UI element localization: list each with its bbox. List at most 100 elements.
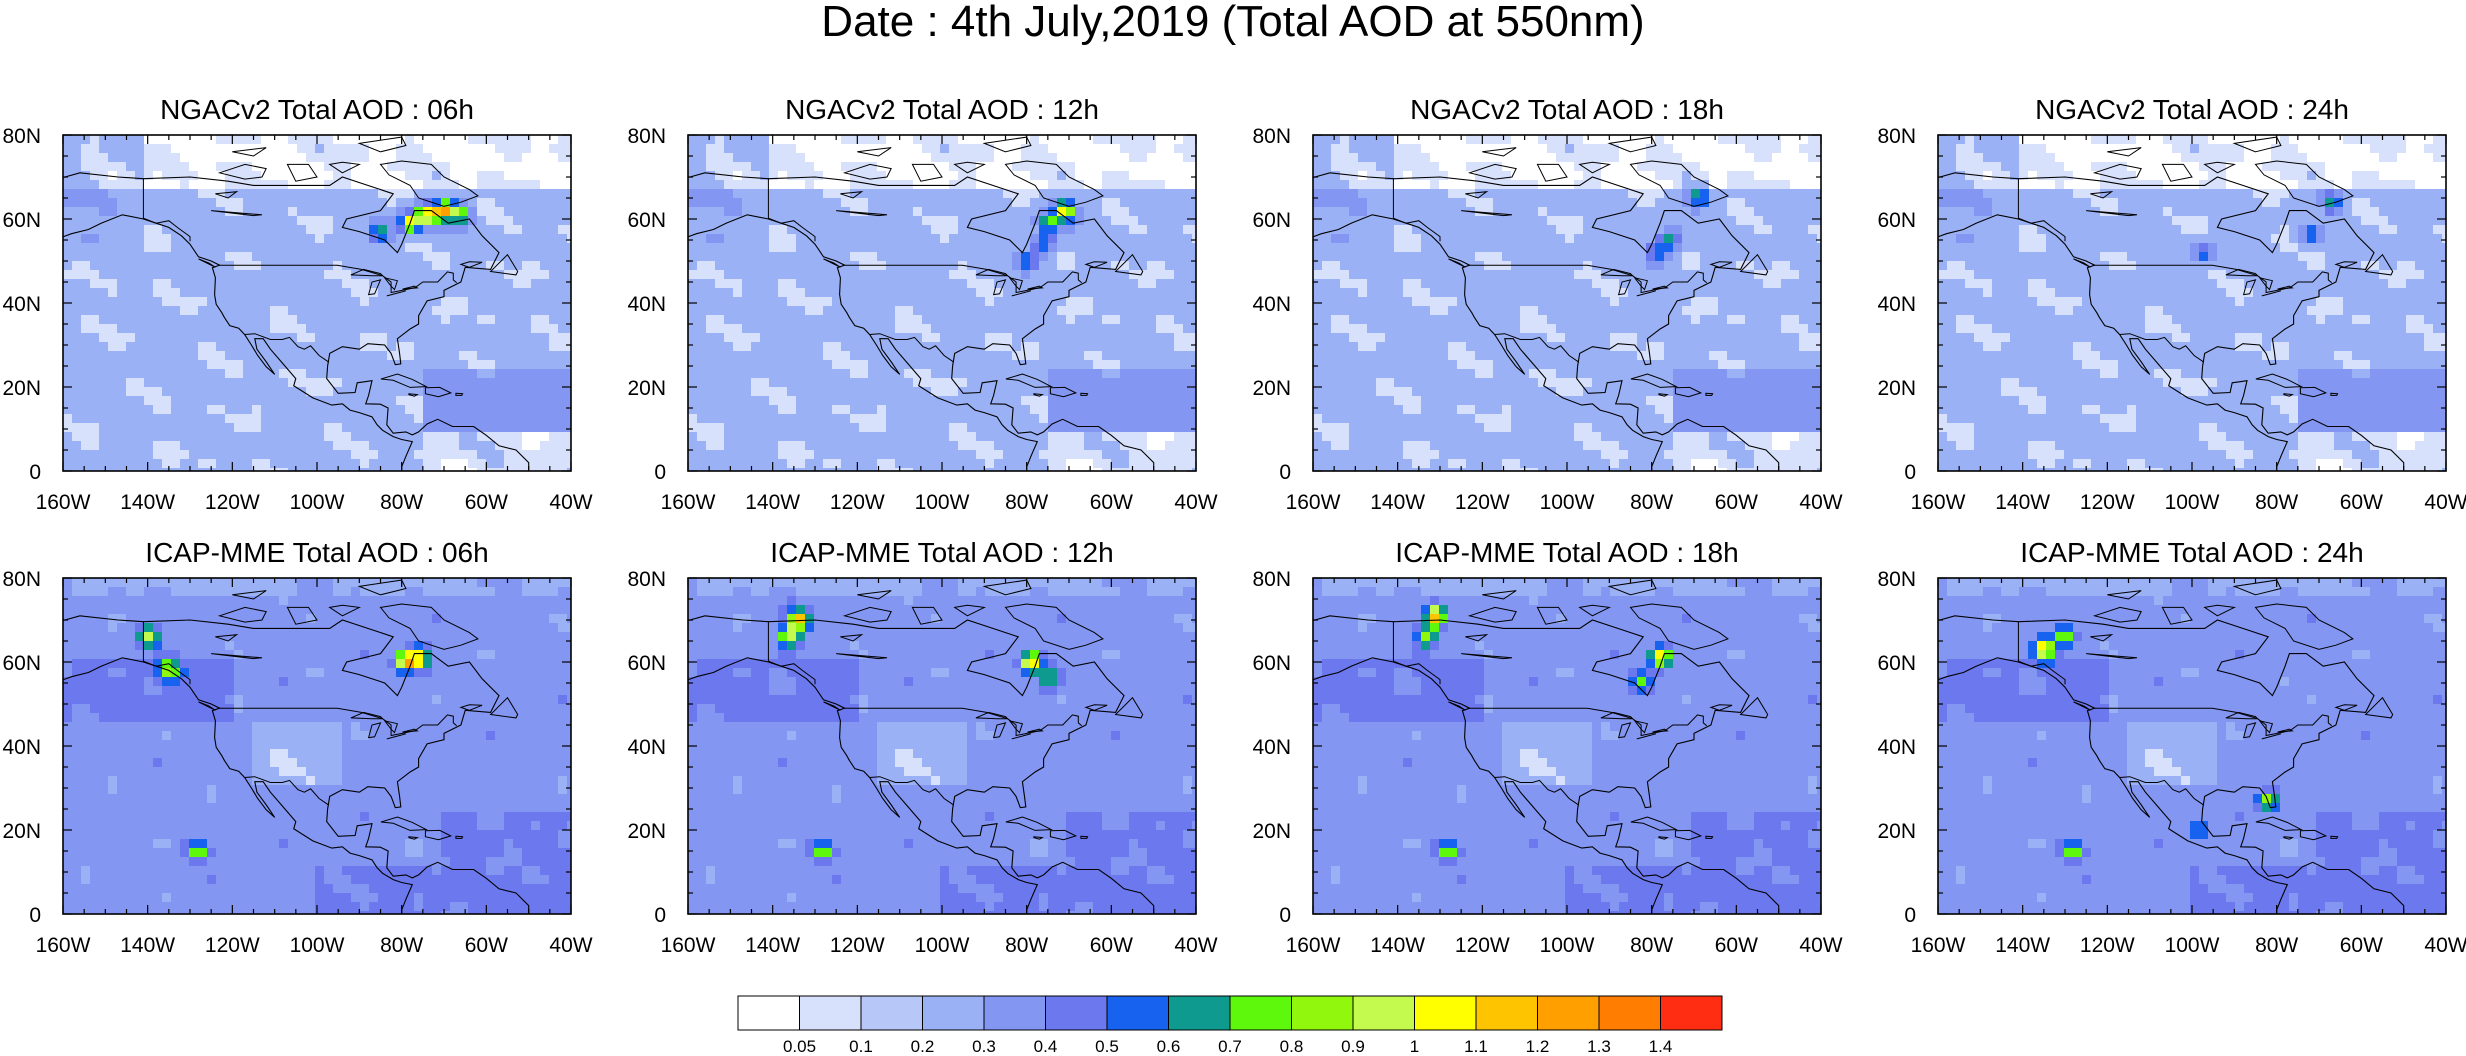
lon-tick-label: 140W [745, 934, 800, 957]
national-border [843, 707, 1083, 737]
colorbar-label: 0.3 [972, 1037, 996, 1056]
island-outline [198, 258, 216, 268]
lon-tick-label: 80W [380, 934, 423, 957]
national-border [843, 264, 1083, 294]
colorbar-swatch [1045, 995, 1108, 1031]
lake-outline [211, 210, 263, 217]
island-outline [1084, 261, 1108, 268]
colorbar-swatch [1291, 995, 1354, 1031]
island-outline [1739, 253, 1769, 276]
national-border [1392, 178, 1441, 242]
island-outline [2330, 835, 2339, 839]
lon-tick-label: 120W [1455, 491, 1510, 514]
lon-tick-label: 100W [290, 934, 345, 957]
island-outline [217, 606, 267, 623]
map-panel: 160W 140W 120W 100W 80W 60W 40W 80N 60N 40N 20N 0 NG… [1252, 94, 1842, 514]
island-outline [1482, 590, 1517, 600]
colorbar-swatch [737, 995, 800, 1031]
coastline [1313, 172, 1780, 471]
lon-tick-label: 140W [1995, 491, 2050, 514]
national-border [1392, 621, 1441, 685]
lat-tick-label: 40N [1877, 293, 1916, 316]
lat-tick-label: 20N [627, 377, 666, 400]
lake-outline [215, 191, 239, 199]
island-outline [842, 606, 892, 623]
lat-tick-label: 0 [29, 461, 41, 484]
island-outline [489, 253, 519, 276]
island-outline [1084, 704, 1108, 711]
colorbar-swatch [799, 995, 862, 1031]
panel-title: NGACv2 Total AOD : 24h [2035, 94, 2349, 125]
lon-tick-label: 60W [465, 491, 508, 514]
lon-tick-label: 40W [1174, 491, 1217, 514]
lake-outline [2225, 711, 2259, 720]
colorbar-swatch [1414, 995, 1477, 1031]
island-outline [1004, 160, 1104, 207]
island-outline [842, 163, 892, 180]
colorbar-swatch [860, 995, 923, 1031]
lon-tick-label: 100W [290, 491, 345, 514]
island-outline [2364, 696, 2394, 719]
national-border [142, 178, 191, 242]
lat-tick-label: 40N [627, 736, 666, 759]
island-outline [455, 392, 464, 396]
lake-outline [1636, 290, 1657, 297]
lat-tick-label: 20N [2, 377, 41, 400]
lon-tick-label: 40W [2424, 491, 2466, 514]
lake-outline [2090, 634, 2114, 642]
colorbar-swatch [1475, 995, 1538, 1031]
lon-tick-label: 160W [1286, 934, 1341, 957]
national-border [218, 264, 458, 294]
map-panel: 160W 140W 120W 100W 80W 60W 40W 80N 60N 40N 20N 0 IC… [2, 537, 592, 957]
lon-tick-label: 40W [1799, 491, 1842, 514]
island-outline [2254, 603, 2354, 650]
map-panel: 160W 140W 120W 100W 80W 60W 40W 80N 60N 40N 20N 0 NG… [2, 94, 592, 514]
lat-tick-label: 40N [2, 736, 41, 759]
island-outline [2107, 590, 2142, 600]
lake-outline [367, 722, 382, 739]
aod-field [1938, 135, 2446, 471]
island-outline [459, 704, 483, 711]
lake-outline [211, 653, 263, 660]
lon-tick-label: 140W [1370, 934, 1425, 957]
lon-tick-label: 120W [830, 491, 885, 514]
island-outline [459, 261, 483, 268]
lake-outline [367, 279, 382, 296]
island-outline [232, 590, 267, 600]
island-outline [424, 829, 453, 841]
island-outline [286, 606, 318, 625]
lat-tick-label: 40N [1252, 293, 1291, 316]
lake-outline [2086, 653, 2138, 660]
national-border [869, 333, 955, 363]
lat-tick-label: 80N [2, 568, 41, 591]
island-outline [489, 696, 519, 719]
coastline [1938, 172, 2405, 471]
island-outline [2107, 147, 2142, 157]
island-outline [1674, 386, 1703, 398]
lake-outline [1465, 634, 1489, 642]
national-border [244, 333, 330, 363]
island-outline [2299, 386, 2328, 398]
colorbar-swatch [1168, 995, 1231, 1031]
island-outline [1005, 816, 1054, 831]
map-panel: 160W 140W 120W 100W 80W 60W 40W 80N 60N 40N 20N 0 IC… [627, 537, 1217, 957]
island-outline [2092, 606, 2142, 623]
island-outline [1739, 696, 1769, 719]
lon-tick-label: 80W [1005, 491, 1048, 514]
island-outline [911, 606, 943, 625]
lat-tick-label: 60N [627, 652, 666, 675]
lat-tick-label: 0 [1904, 904, 1916, 927]
lat-tick-label: 0 [1279, 904, 1291, 927]
lon-tick-label: 80W [380, 491, 423, 514]
island-outline [953, 604, 987, 617]
panel-title: ICAP-MME Total AOD : 18h [1395, 537, 1738, 568]
island-outline [1049, 386, 1078, 398]
lon-tick-label: 120W [1455, 934, 1510, 957]
lat-tick-label: 20N [1252, 820, 1291, 843]
lake-outline [1617, 279, 1632, 296]
island-outline [2330, 392, 2339, 396]
colorbar: 0.05 0.1 0.2 0.3 0.4 0.5 0.6 0.7 0.8 0.9 1 1.1 1.2 1.… [737, 995, 1723, 1056]
island-outline [1578, 161, 1612, 174]
island-outline [1658, 836, 1669, 840]
island-outline [2092, 163, 2142, 180]
